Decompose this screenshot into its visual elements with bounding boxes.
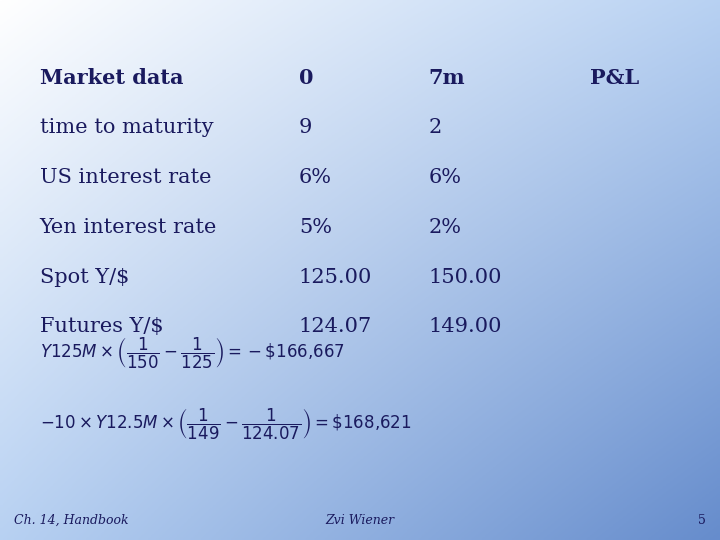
Text: 150.00: 150.00 [428, 267, 502, 287]
Text: time to maturity: time to maturity [40, 118, 213, 138]
Text: 2: 2 [428, 118, 441, 138]
Text: 6%: 6% [299, 168, 332, 187]
Text: 0: 0 [299, 68, 313, 89]
Text: Futures Y/$: Futures Y/$ [40, 317, 163, 336]
Text: $-10 \times Y12.5M \times \left(\dfrac{1}{149} - \dfrac{1}{124.07}\right) = \$16: $-10 \times Y12.5M \times \left(\dfrac{1… [40, 406, 411, 442]
Text: 5: 5 [698, 514, 706, 526]
Text: 5%: 5% [299, 218, 332, 237]
Text: 149.00: 149.00 [428, 317, 502, 336]
Text: P&L: P&L [590, 68, 639, 89]
Text: Yen interest rate: Yen interest rate [40, 218, 217, 237]
Text: 2%: 2% [428, 218, 462, 237]
Text: 125.00: 125.00 [299, 267, 372, 287]
Text: Zvi Wiener: Zvi Wiener [325, 514, 395, 526]
Text: 9: 9 [299, 118, 312, 138]
Text: Market data: Market data [40, 68, 183, 89]
Text: 6%: 6% [428, 168, 462, 187]
Text: $Y125M \times \left(\dfrac{1}{150} - \dfrac{1}{125}\right) = -\$166{,}667$: $Y125M \times \left(\dfrac{1}{150} - \df… [40, 336, 344, 372]
Text: Spot Y/$: Spot Y/$ [40, 267, 129, 287]
Text: Ch. 14, Handbook: Ch. 14, Handbook [14, 514, 129, 526]
Text: 124.07: 124.07 [299, 317, 372, 336]
Text: 7m: 7m [428, 68, 465, 89]
Text: US interest rate: US interest rate [40, 168, 211, 187]
